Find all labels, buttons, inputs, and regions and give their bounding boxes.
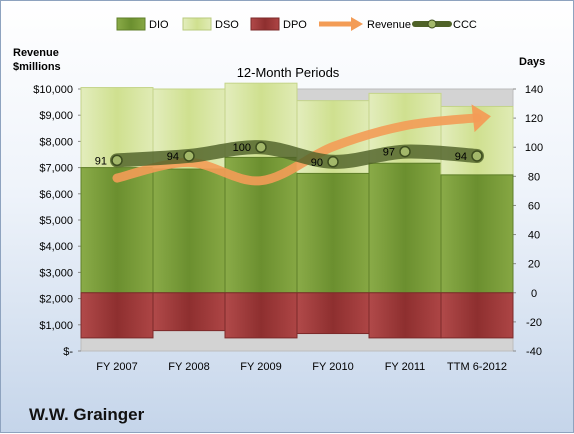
- bar-dio: [368, 162, 442, 294]
- ccc-data-label: 90: [311, 157, 323, 169]
- legend-swatch-dso: [182, 17, 212, 31]
- y-right-tick-label: 80: [528, 171, 540, 183]
- y-left-tick-label: $5,000: [39, 215, 73, 227]
- x-tick-label: FY 2010: [312, 361, 353, 373]
- bar-dio: [296, 172, 370, 294]
- x-tick-label: FY 2007: [96, 361, 137, 373]
- ccc-point: [327, 156, 339, 168]
- revenue-arrowhead: [471, 104, 491, 133]
- x-tick-label: FY 2011: [385, 361, 426, 373]
- lines: 91 94 100 90 97 94: [95, 104, 491, 186]
- ccc-point: [399, 145, 411, 158]
- y-left-tick-label: $9,000: [39, 110, 73, 122]
- y-left-tick-label: $7,000: [39, 163, 73, 175]
- y-right-tick-label: -20: [526, 317, 542, 329]
- legend-label-revenue: Revenue: [367, 19, 411, 31]
- y-left-tick-label: $1,000: [39, 320, 73, 332]
- y-left-label-line1: Revenue: [13, 47, 59, 59]
- bar-dio: [152, 168, 226, 294]
- legend-swatch-revenue-arrowhead: [351, 17, 363, 31]
- ccc-point: [183, 150, 195, 162]
- y-left-tick-label: $8,000: [39, 136, 73, 148]
- ccc-data-label: 94: [455, 151, 467, 163]
- bar-dpo: [368, 292, 442, 339]
- ccc-line: [110, 140, 484, 169]
- y-left-axis: $- $1,000 $2,000 $3,000 $4,000 $5,000 $6,000 $7…: [33, 84, 81, 358]
- company-name: W.W. Grainger: [29, 405, 145, 424]
- legend-swatch-dpo: [250, 17, 280, 31]
- y-right-tick-label: -40: [526, 346, 542, 358]
- legend-label-dso: DSO: [215, 19, 239, 31]
- legend-label-dio: DIO: [149, 19, 169, 31]
- y-left-tick-label: $2,000: [39, 294, 73, 306]
- y-left-tick-label: $-: [63, 346, 73, 358]
- bar-dpo: [152, 292, 226, 332]
- y-right-tick-label: 120: [525, 113, 543, 125]
- y-right-tick-label: 40: [528, 230, 540, 242]
- legend-label-dpo: DPO: [283, 19, 307, 31]
- bar-dio: [440, 174, 514, 294]
- legend-swatch-dio: [116, 17, 146, 31]
- y-right-label: Days: [519, 56, 545, 68]
- y-left-tick-label: $6,000: [39, 189, 73, 201]
- ccc-point: [471, 150, 483, 162]
- x-axis: FY 2007 FY 2008 FY 2009 FY 2010 FY 2011 TTM 6…: [96, 361, 507, 373]
- ccc-point: [255, 141, 267, 153]
- ccc-data-label: 94: [167, 151, 179, 163]
- chart-title: 12-Month Periods: [237, 65, 340, 80]
- ccc-data-label: 91: [95, 155, 107, 167]
- y-left-tick-label: $4,000: [39, 241, 73, 253]
- bars: [80, 82, 514, 339]
- ccc-data-label: 97: [383, 147, 395, 159]
- x-tick-label: TTM 6-2012: [447, 361, 507, 373]
- legend-swatch-ccc-marker: [427, 19, 437, 29]
- y-right-tick-label: 20: [528, 259, 540, 271]
- x-tick-label: FY 2008: [168, 361, 209, 373]
- ccc-point: [111, 154, 123, 167]
- y-right-tick-label: 100: [525, 142, 543, 154]
- legend: DIO DSO DPO Revenue CCC: [116, 17, 477, 31]
- legend-label-ccc: CCC: [453, 19, 477, 31]
- y-left-label-line2: $millions: [13, 61, 61, 73]
- bar-dio: [80, 167, 154, 294]
- x-tick-label: FY 2009: [240, 361, 281, 373]
- y-left-tick-label: $3,000: [39, 267, 73, 279]
- y-right-axis: -40 -20 0 20 40 60 80 100 120 140: [513, 84, 543, 358]
- y-right-tick-label: 60: [528, 200, 540, 212]
- bar-dpo: [296, 292, 370, 335]
- bar-dpo: [80, 292, 154, 339]
- bar-dpo: [224, 292, 298, 339]
- ccc-data-label: 100: [233, 142, 251, 154]
- bar-dpo: [440, 292, 514, 339]
- y-left-tick-label: $10,000: [33, 84, 73, 96]
- y-right-tick-label: 0: [531, 288, 537, 300]
- y-right-tick-label: 140: [525, 84, 543, 96]
